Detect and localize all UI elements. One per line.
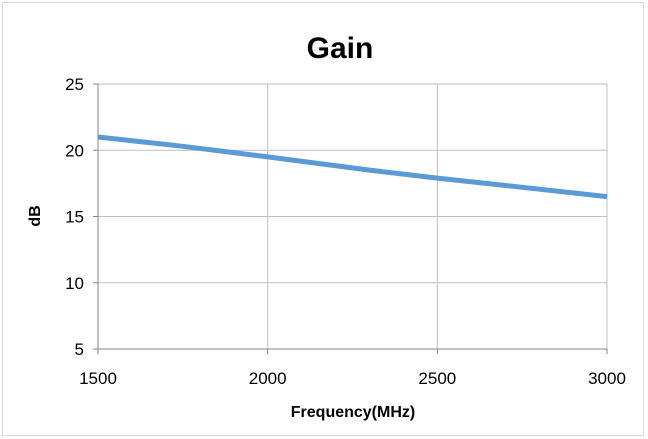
x-tick-labels: 1500 2000 2500 3000 [79, 369, 626, 388]
chart-frame [2, 2, 644, 436]
gain-series-line [97, 134, 608, 200]
y-tick-label: 20 [65, 141, 84, 160]
series-lines [97, 134, 608, 200]
y-tick-labels: 5 10 15 20 25 [65, 75, 84, 359]
x-axis-label: Frequency(MHz) [291, 404, 415, 421]
y-tick-label: 5 [75, 340, 84, 359]
y-tick-label: 25 [65, 75, 84, 94]
x-tick-label: 1500 [79, 369, 117, 388]
y-axis-label: dB [27, 205, 44, 226]
axes [93, 83, 608, 354]
x-tick-label: 2500 [418, 369, 456, 388]
y-tick-label: 10 [65, 274, 84, 293]
grid-lines [98, 83, 608, 349]
chart-title: Gain [307, 32, 374, 65]
x-tick-label: 3000 [588, 369, 626, 388]
x-tick-label: 2000 [249, 369, 287, 388]
y-tick-label: 15 [65, 208, 84, 227]
